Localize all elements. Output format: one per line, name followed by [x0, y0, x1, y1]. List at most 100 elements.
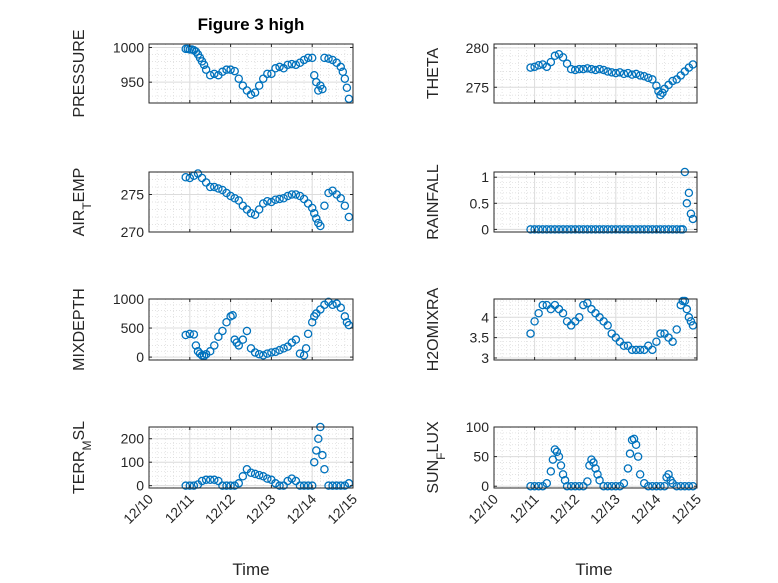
data-point [185, 329, 195, 339]
data-point [307, 481, 317, 490]
data-point [250, 88, 260, 97]
data-point [226, 191, 235, 201]
data-point [318, 450, 327, 460]
data-point [246, 90, 256, 99]
data-point [301, 344, 311, 353]
data-point [631, 225, 641, 234]
data-point [307, 317, 317, 327]
data-point [328, 481, 337, 490]
data-point [583, 477, 592, 486]
subplot-2: 275 280 THETA [425, 40, 698, 104]
subplot-8: 0 50 100 SUNFLUX 12/10 12/11 12/12 12/13 12/14 12… [425, 419, 704, 527]
data-point [560, 476, 570, 485]
data-point [287, 59, 297, 69]
y-axis-label-tail: LUX [425, 421, 442, 452]
data-point [546, 467, 556, 476]
data-point [599, 225, 608, 234]
y-tick-label: 275 [466, 79, 490, 95]
data-point [258, 199, 268, 208]
data-point [635, 71, 645, 80]
data-point [312, 214, 321, 223]
data-point [672, 481, 681, 491]
data-point [226, 481, 235, 490]
data-point [534, 308, 543, 318]
x-tick-label: 12/15 [668, 491, 704, 527]
data-point [680, 481, 690, 491]
data-point [526, 329, 535, 338]
data-point [558, 53, 568, 62]
data-point [668, 225, 677, 234]
x-tick-label: 12/10 [465, 491, 501, 527]
data-point [267, 69, 276, 79]
data-point [684, 481, 694, 491]
data-point [603, 481, 612, 491]
data-point [664, 470, 673, 479]
data-point [652, 225, 661, 234]
data-point [238, 335, 248, 344]
y-axis-label-tail: EMP [71, 168, 88, 203]
data-point [554, 225, 564, 234]
data-point [238, 81, 248, 90]
data-point [562, 225, 572, 234]
data-point [629, 434, 639, 444]
data-point [205, 182, 215, 192]
data-point [583, 225, 592, 234]
figure-title: Figure 3 high [198, 15, 305, 34]
data-point [205, 347, 215, 356]
data-point [627, 225, 637, 234]
data-point [246, 468, 256, 477]
y-axis-label-main: SUN [425, 460, 442, 494]
data-point [550, 225, 560, 234]
data-point [668, 337, 677, 346]
data-point [619, 69, 629, 79]
data-point [656, 90, 665, 100]
data-point [652, 481, 661, 491]
data-point [530, 317, 539, 326]
data-point [214, 332, 223, 342]
data-point [583, 64, 592, 73]
data-point [534, 60, 543, 70]
data-point [542, 479, 552, 488]
data-point [680, 296, 690, 306]
data-point [684, 188, 694, 198]
data-point [552, 447, 562, 457]
data-point [599, 317, 608, 326]
data-point [258, 74, 268, 83]
data-point [623, 225, 633, 234]
data-point [275, 481, 284, 490]
data-point [554, 452, 564, 461]
data-point [314, 86, 323, 95]
data-point [299, 481, 309, 490]
y-axis-label: PRESSURE [71, 29, 88, 117]
data-point [254, 205, 264, 214]
data-point [615, 68, 625, 77]
data-point [639, 225, 649, 234]
data-point [299, 55, 309, 65]
data-point [314, 434, 323, 443]
data-point [684, 313, 694, 322]
data-point [271, 347, 280, 357]
data-point [635, 345, 645, 355]
data-point [336, 62, 346, 72]
data-point [287, 190, 297, 199]
data-point [222, 317, 231, 327]
data-point [267, 348, 276, 357]
data-point [556, 461, 566, 470]
data-point [546, 57, 556, 67]
y-axis-label: RAINFALL [425, 164, 442, 240]
subplot-6: 3 3.5 4 H2OMIXRA [425, 287, 698, 371]
data-point [546, 225, 556, 234]
data-point [275, 345, 284, 355]
data-point [575, 64, 584, 74]
y-tick-label: 0 [481, 221, 489, 237]
data-point [340, 201, 350, 210]
data-point [189, 330, 199, 339]
data-point [558, 470, 568, 479]
data-point [538, 300, 547, 310]
axes-box [148, 426, 354, 489]
data-point [320, 464, 329, 474]
data-point [530, 225, 539, 234]
data-point [201, 65, 211, 74]
data-point [250, 210, 260, 219]
data-point [550, 51, 560, 61]
